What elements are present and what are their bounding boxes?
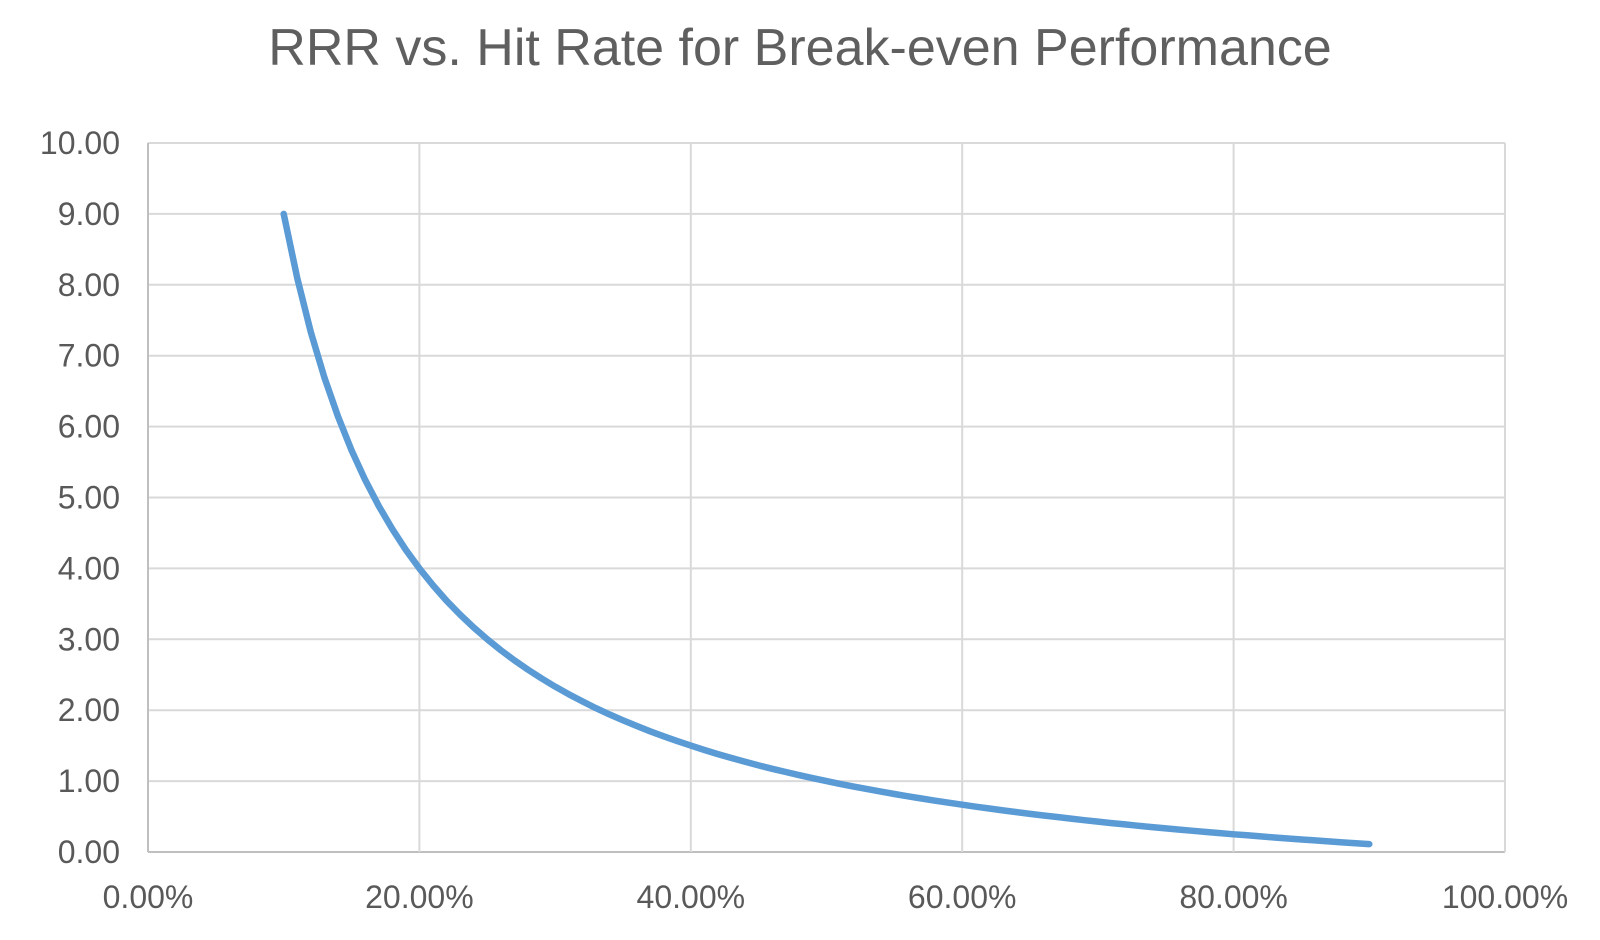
x-tick-label: 80.00% xyxy=(1179,879,1288,915)
x-tick-label: 40.00% xyxy=(637,879,746,915)
y-tick-label: 5.00 xyxy=(58,480,120,516)
y-tick-label: 10.00 xyxy=(40,125,120,161)
x-tick-label: 100.00% xyxy=(1442,879,1568,915)
y-tick-label: 0.00 xyxy=(58,834,120,870)
x-tick-label: 0.00% xyxy=(103,879,194,915)
chart-title: RRR vs. Hit Rate for Break-even Performa… xyxy=(268,19,1332,77)
y-tick-label: 1.00 xyxy=(58,763,120,799)
y-tick-label: 7.00 xyxy=(58,338,120,374)
x-tick-label: 20.00% xyxy=(365,879,474,915)
y-tick-label: 3.00 xyxy=(58,621,120,657)
y-tick-label: 6.00 xyxy=(58,409,120,445)
x-tick-label: 60.00% xyxy=(908,879,1017,915)
y-tick-label: 4.00 xyxy=(58,550,120,586)
y-tick-label: 8.00 xyxy=(58,267,120,303)
y-tick-label: 9.00 xyxy=(58,196,120,232)
y-tick-label: 2.00 xyxy=(58,692,120,728)
series-line-rrr xyxy=(280,210,1373,848)
